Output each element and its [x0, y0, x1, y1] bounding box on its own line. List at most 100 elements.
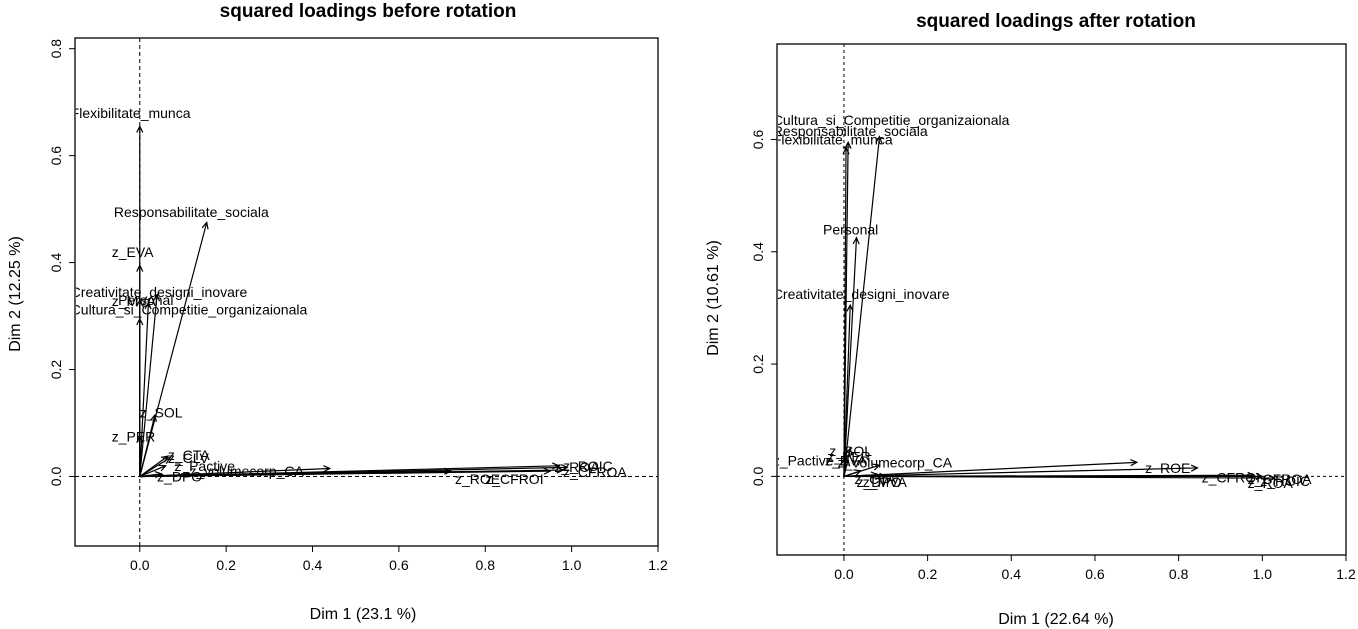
variable-label: z_CFROA	[563, 464, 627, 480]
x-tick-label: 0.8	[1169, 566, 1189, 582]
loading-arrow	[843, 305, 851, 477]
variable-label: z_ROIC	[563, 458, 613, 474]
arrow-head	[136, 434, 144, 443]
variable-label: z_MVA	[112, 293, 157, 309]
x-tick-label: 0.0	[834, 566, 854, 582]
loading-arrow	[843, 464, 880, 477]
x-tick-label: 0.4	[303, 557, 323, 573]
loading-arrow	[843, 237, 858, 477]
arrow-head	[136, 124, 144, 133]
arrow-head	[852, 236, 860, 245]
loading-arrow	[139, 469, 564, 478]
x-tick-label: 1.0	[562, 557, 582, 573]
loading-arrow	[139, 222, 208, 477]
x-tick-label: 1.0	[1253, 566, 1273, 582]
variable-label: z_volumecorp_CA	[189, 463, 304, 479]
x-tick-label: 1.2	[1336, 566, 1356, 582]
plot-frame	[74, 37, 659, 547]
chart-title: squared loadings before rotation	[220, 1, 517, 22]
x-tick-label: 0.2	[216, 557, 236, 573]
variable-label: z_CFROA	[1248, 471, 1312, 487]
arrow-head	[875, 135, 883, 144]
variable-label: z_volumecorp_CA	[838, 454, 953, 470]
x-tick-label: 0.2	[918, 566, 938, 582]
arrow-head	[843, 458, 851, 467]
variable-label: Responsabilitate_sociala	[114, 204, 269, 220]
arrow-head	[543, 467, 552, 475]
variable-label: z_MVA	[863, 474, 908, 490]
arrow-head	[846, 303, 854, 312]
y-tick-label: 0.0	[48, 467, 64, 487]
variable-label: Personal	[118, 292, 173, 308]
loading-arrow	[139, 294, 158, 477]
y-tick-label: 0.2	[750, 354, 766, 374]
y-tick-label: 0.4	[48, 253, 64, 273]
loading-arrow	[843, 147, 847, 477]
plot-before-rotation: squared loadings before rotation Dim 1 (…	[7, 1, 668, 623]
arrow-head	[201, 221, 209, 230]
arrow-head	[842, 146, 850, 155]
variable-label: z_SOL	[140, 404, 183, 420]
arrow-head	[136, 298, 144, 307]
variable-label: z_EVA	[825, 453, 867, 469]
loading-arrow	[139, 455, 169, 477]
y-axis-label: Dim 2 (10.61 %)	[705, 240, 722, 356]
arrow-head	[149, 413, 157, 422]
loading-arrow	[139, 465, 166, 478]
x-tick-label: 1.2	[648, 557, 668, 573]
x-axis-label: Dim 1 (22.64 %)	[998, 611, 1114, 628]
variable-label: Responsabilitate_sociala	[773, 123, 928, 139]
variable-label: z_PER	[112, 428, 156, 444]
arrow-head	[1268, 474, 1277, 482]
arrow-head	[323, 465, 332, 473]
y-tick-label: 0.2	[48, 360, 64, 380]
x-tick-label: 0.6	[1085, 566, 1105, 582]
loading-arrow	[843, 474, 1254, 477]
arrow-head	[152, 293, 161, 302]
variable-label: z_ROE	[1145, 460, 1190, 476]
x-axis-label: Dim 1 (23.1 %)	[310, 606, 417, 623]
variable-label: z_CTA	[168, 447, 210, 463]
chart-title: squared loadings after rotation	[916, 11, 1196, 32]
variable-label: Creativitate_designi_inovare	[773, 286, 950, 302]
arrow-head	[872, 463, 881, 471]
arrow-head	[1190, 464, 1199, 472]
variable-label: Flexibilitate_munca	[71, 105, 191, 121]
variable-label: z_ROE	[455, 471, 500, 487]
variable-label: Cultura_si_Competitie_organizaionala	[773, 112, 1010, 128]
variable-label: z_PER	[827, 449, 871, 465]
variable-label: z_Pactive	[174, 458, 235, 474]
variable-label: z_CLV	[168, 450, 210, 466]
variable-label: z_CFROI	[485, 471, 543, 487]
plot-frame	[776, 43, 1347, 556]
loading-arrow	[843, 467, 1198, 477]
arrow-head	[1247, 471, 1256, 479]
arrow-head	[160, 455, 169, 463]
variable-label: z_ROA	[554, 459, 600, 475]
arrow-head	[144, 301, 152, 310]
x-tick-label: 0.8	[476, 557, 496, 573]
arrow-head	[1130, 459, 1139, 467]
plot-after-rotation: squared loadings after rotation Dim 1 (2…	[705, 11, 1356, 628]
loading-arrow	[843, 459, 849, 477]
variable-label: z_Pactive	[773, 453, 834, 469]
arrow-head	[136, 263, 144, 272]
y-tick-label: 0.8	[48, 39, 64, 59]
loading-arrow	[139, 302, 150, 477]
loading-arrow	[843, 461, 1137, 477]
x-tick-label: 0.4	[1002, 566, 1022, 582]
arrow-head	[556, 466, 565, 474]
variable-label: Cultura_si_Competitie_organizaionala	[71, 302, 308, 318]
variable-label: z_DPO	[856, 474, 901, 490]
arrow-head	[158, 464, 167, 472]
y-axis-label: Dim 2 (12.25 %)	[7, 236, 24, 352]
variable-label: Flexibilitate_munca	[773, 131, 893, 147]
arrow-head	[136, 317, 144, 326]
x-tick-label: 0.0	[130, 557, 150, 573]
loading-arrow	[139, 414, 156, 477]
variable-label: Creativitate_designi_inovare	[71, 284, 248, 300]
variable-label: z_ROA	[1248, 475, 1294, 491]
variable-label: z_ROIC	[1260, 473, 1310, 489]
variable-label: Personal	[823, 221, 878, 237]
